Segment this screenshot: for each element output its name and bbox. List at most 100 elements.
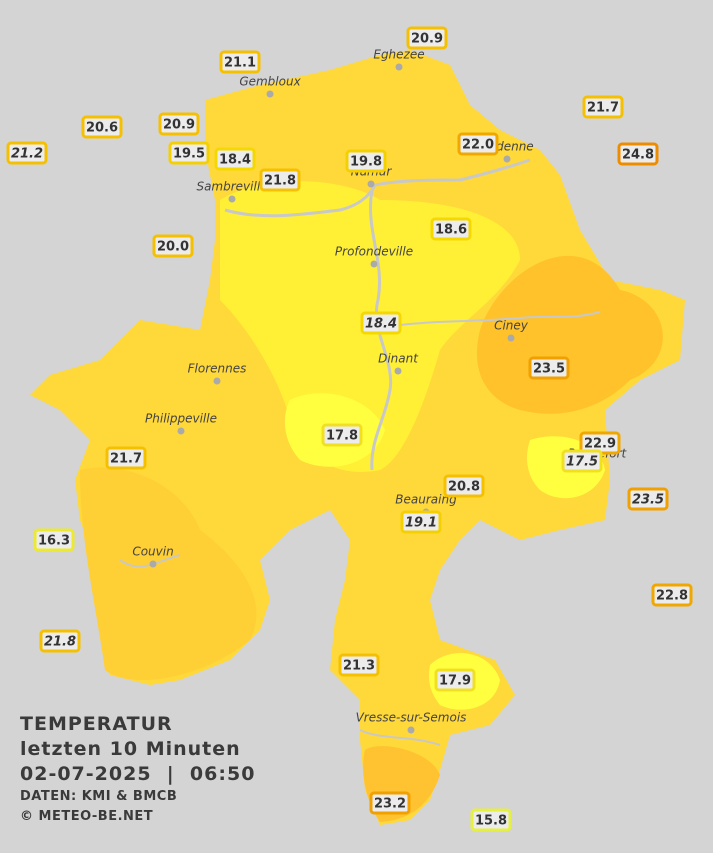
stations: 21.1 20.9 20.6 20.9 21.2 19.5 18.4 21.8 19.8 22.0… <box>6 26 693 832</box>
station-box <box>470 808 512 832</box>
station-value: 21.8 <box>44 635 76 650</box>
station-box <box>627 487 669 511</box>
river <box>399 311 601 326</box>
station: 20.9 <box>158 112 200 136</box>
station-value: 20.6 <box>86 121 118 136</box>
station-box <box>39 629 81 653</box>
river <box>359 729 441 746</box>
station-box <box>105 446 147 470</box>
city-dot <box>370 260 378 268</box>
station-value: 20.0 <box>157 240 189 255</box>
station: 24.8 <box>617 142 659 166</box>
credit: © METEO-BE.NET <box>20 809 154 824</box>
station-box <box>158 112 200 136</box>
river <box>369 189 393 471</box>
city-dot <box>213 377 221 385</box>
station: 19.8 <box>345 149 387 173</box>
station-value: 21.2 <box>11 147 43 162</box>
station: 21.3 <box>338 653 380 677</box>
city-label: Profondeville <box>335 245 413 259</box>
station-value: 20.9 <box>163 118 195 133</box>
city-label: Dinant <box>378 352 419 366</box>
station-box <box>617 142 659 166</box>
station: 23.5 <box>528 356 570 380</box>
station-box <box>33 528 75 552</box>
station-box <box>582 95 624 119</box>
station-box <box>345 149 387 173</box>
station-value: 20.8 <box>448 480 480 495</box>
station-box <box>152 234 194 258</box>
timestamp: 02-07-2025 | 06:50 <box>20 763 256 785</box>
station-value: 21.7 <box>110 452 142 467</box>
city-dot <box>507 334 515 342</box>
city-label: Sambreville <box>196 180 267 194</box>
station: 21.8 <box>259 168 301 192</box>
station-box <box>259 168 301 192</box>
city-dot <box>395 63 403 71</box>
city-label: Ciney <box>494 319 529 333</box>
station: 15.8 <box>470 808 512 832</box>
station-box <box>430 217 472 241</box>
station: 17.9 <box>434 668 476 692</box>
station: 20.8 <box>443 474 485 498</box>
station-box <box>434 668 476 692</box>
city-label: Gembloux <box>239 75 301 89</box>
title: TEMPERATUR <box>20 713 173 735</box>
station-value: 19.8 <box>350 155 382 170</box>
station: 21.8 <box>39 629 81 653</box>
legend: TEMPERATUR letzten 10 Minuten 02-07-2025… <box>20 712 255 827</box>
station-value: 19.5 <box>173 147 205 162</box>
station-value: 21.7 <box>587 101 619 116</box>
station: 17.5 <box>561 449 603 473</box>
station: 20.9 <box>406 26 448 50</box>
station-value: 17.9 <box>439 674 471 689</box>
station-value: 16.3 <box>38 534 70 549</box>
station-value: 18.4 <box>365 317 397 332</box>
city-label: Beauraing <box>395 493 457 507</box>
station: 22.8 <box>651 583 693 607</box>
station-box <box>651 583 693 607</box>
city-label: Philippeville <box>145 412 217 426</box>
station-box <box>214 147 256 171</box>
city-dot <box>177 427 185 435</box>
city-label: Florennes <box>188 362 247 376</box>
source: DATEN: KMI & BMCB <box>20 789 178 804</box>
station: 16.3 <box>33 528 75 552</box>
station-value: 22.0 <box>462 138 494 153</box>
station: 21.7 <box>582 95 624 119</box>
station-value: 17.5 <box>566 455 598 470</box>
city-label: Eghezee <box>373 48 424 62</box>
station: 20.6 <box>81 115 123 139</box>
station-value: 21.3 <box>343 659 375 674</box>
subtitle: letzten 10 Minuten <box>20 738 241 760</box>
city-label: Couvin <box>132 545 173 559</box>
station: 21.2 <box>6 141 48 165</box>
station: 22.0 <box>457 132 499 156</box>
station: 17.8 <box>321 423 363 447</box>
river <box>224 158 531 218</box>
city-dot <box>503 155 511 163</box>
station: 23.5 <box>627 487 669 511</box>
station-box <box>400 510 442 534</box>
station: 19.5 <box>168 141 210 165</box>
station: 18.4 <box>360 311 402 335</box>
station-box <box>81 115 123 139</box>
city-dot <box>149 560 157 568</box>
city-label: Vresse-sur-Semois <box>356 711 467 725</box>
city-dot <box>394 367 402 375</box>
warm-zone <box>476 255 663 414</box>
station-value: 23.2 <box>374 797 406 812</box>
city-dot <box>266 90 274 98</box>
station-value: 21.8 <box>264 174 296 189</box>
station-value: 18.4 <box>219 153 251 168</box>
station-value: 21.1 <box>224 56 256 71</box>
station: 18.6 <box>430 217 472 241</box>
station-box <box>369 791 411 815</box>
station-box <box>443 474 485 498</box>
station-box <box>321 423 363 447</box>
station: 20.0 <box>152 234 194 258</box>
station-value: 15.8 <box>475 814 507 829</box>
station: 18.4 <box>214 147 256 171</box>
station-value: 24.8 <box>622 148 654 163</box>
